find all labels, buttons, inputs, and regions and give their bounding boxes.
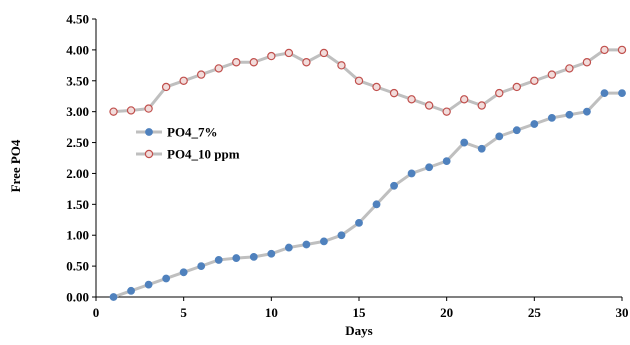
data-point [319,48,329,58]
data-point [267,51,276,61]
data-point [460,95,469,104]
data-point [232,254,241,262]
data-point [196,70,206,79]
legend-item: PO4_7% [136,125,218,140]
data-point [162,274,171,283]
data-point [127,286,135,295]
data-point [284,243,293,252]
data-point [179,268,188,277]
data-point [617,45,627,55]
data-point [354,76,364,85]
y-axis-title: Free PO4 [8,139,23,192]
data-point [390,181,398,190]
data-point [477,101,486,110]
legend-swatch-marker [145,128,153,136]
data-point [424,101,434,110]
data-point [320,237,328,246]
data-point [583,107,591,116]
x-tick-label: 30 [616,305,629,320]
x-axis-title: Days [345,323,372,338]
data-point [302,58,311,67]
data-point [547,70,557,79]
data-point [337,61,346,70]
data-point [372,200,381,209]
data-point [442,107,451,116]
data-point [249,58,258,67]
legend-label: PO4_7% [167,125,218,140]
data-point [565,64,574,73]
x-axis-ticks: 0 5 10 15 20 25 30 [93,297,629,320]
data-point [214,256,223,264]
data-point [126,106,136,115]
x-tick-label: 20 [440,305,453,320]
y-tick-label: 1.50 [66,197,89,212]
data-point [565,110,574,119]
data-point [144,104,153,113]
data-point [512,82,522,92]
data-point [407,95,416,104]
series-line [113,48,622,114]
legend-label: PO4_10 ppm [167,147,240,162]
x-tick-label: 15 [353,305,367,320]
y-tick-label: 4.00 [66,42,89,57]
y-tick-label: 3.50 [66,73,89,88]
y-tick-label: 0.50 [66,259,89,274]
y-tick-label: 0.00 [66,290,89,305]
data-point [161,82,171,92]
data-point [389,88,399,98]
series-layer [109,45,627,301]
data-point [512,126,521,135]
data-point [179,76,188,85]
data-point [618,89,626,98]
data-point [232,58,241,67]
data-point [284,48,294,58]
data-point [477,144,486,153]
x-tick-label: 10 [265,305,278,320]
data-point [407,169,416,178]
data-point [582,58,592,67]
data-point [302,240,311,249]
x-tick-label: 25 [528,305,542,320]
data-point [355,218,363,227]
y-axis-ticks: 0.00 0.50 1.00 1.50 2.00 2.50 3.00 3.50 4.00 4.50 [66,12,96,305]
x-tick-label: 0 [93,305,100,320]
data-point [530,76,539,85]
data-point [460,138,469,147]
series-2 [109,45,627,116]
data-point [530,120,539,128]
data-point [442,157,451,165]
data-point [600,89,609,98]
data-point [495,88,504,98]
data-point [600,45,609,55]
data-point [495,132,504,141]
data-point [197,262,206,271]
y-tick-label: 2.00 [66,166,89,181]
data-point [372,82,381,92]
data-point [337,231,346,240]
y-tick-label: 1.00 [66,228,89,243]
data-point [267,249,276,258]
data-point [109,107,118,116]
y-tick-label: 2.50 [66,135,89,150]
series-1 [109,89,626,301]
data-point [547,113,556,122]
legend: PO4_7% PO4_10 ppm [136,125,240,162]
data-point [214,64,223,73]
data-point [249,252,258,261]
data-point [425,163,434,172]
y-tick-label: 3.00 [66,104,89,119]
data-point [144,280,153,289]
legend-item: PO4_10 ppm [136,147,240,162]
legend-swatch-marker [144,149,154,159]
x-tick-label: 5 [180,305,187,320]
data-point [109,293,118,301]
y-tick-label: 4.50 [66,12,89,27]
